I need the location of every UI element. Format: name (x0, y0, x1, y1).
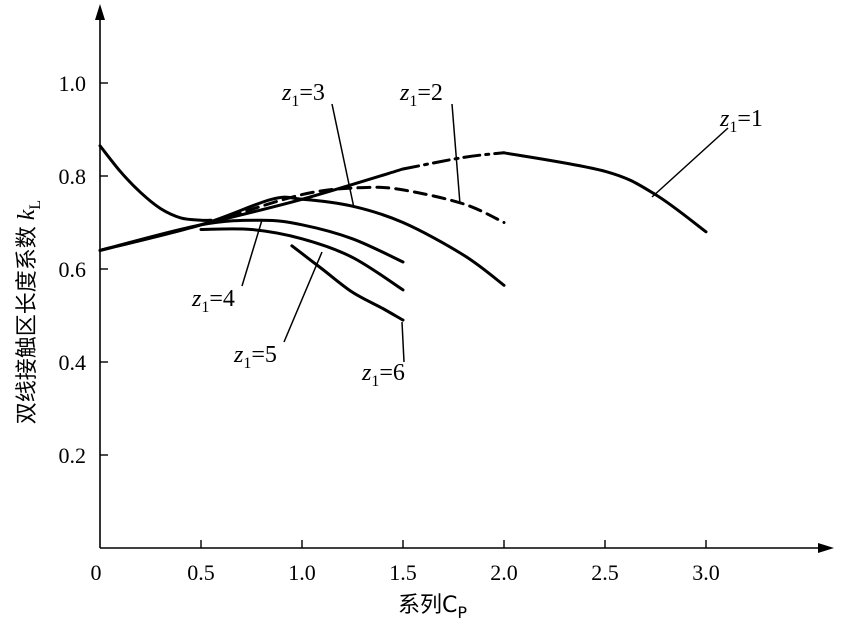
x-ticks: 0 0.5 1.0 1.5 2.0 2.5 3.0 (91, 540, 720, 585)
x-axis-title: 系列CP (398, 593, 467, 622)
x-tick-label: 0 (91, 560, 102, 585)
label-z1-1: z1=1 (719, 106, 763, 136)
leader-z1-1 (651, 127, 729, 198)
label-z1-3: z1=3 (281, 80, 325, 110)
x-tick-label: 2.5 (591, 560, 619, 585)
y-axis-title: 双线接触区长度系数 kL (14, 200, 44, 424)
leader-z1-6 (401, 321, 405, 363)
x-tick-label: 1.5 (389, 560, 417, 585)
series-line-unlabeled (98, 144, 213, 222)
label-z1-6: z1=6 (361, 360, 405, 390)
y-tick-label: 0.8 (59, 164, 87, 189)
series-line-z1-1-part3 (502, 151, 708, 234)
series-line-z1-5 (199, 227, 405, 292)
x-axis-arrow (818, 543, 834, 553)
series-labels: z1=1 z1=2 z1=3 z1=4 z1=5 z1=6 (191, 80, 763, 390)
y-tick-label: 1.0 (59, 71, 87, 96)
leader-z1-2 (451, 103, 461, 205)
label-leaders (241, 103, 729, 363)
y-axis-title-symbol: k (14, 209, 40, 220)
x-tick-label: 1.0 (288, 560, 316, 585)
x-tick-label: 0.5 (187, 560, 215, 585)
y-tick-label: 0.6 (59, 257, 87, 282)
x-tick-label: 2.0 (490, 560, 518, 585)
series-line-z1-4 (98, 218, 405, 264)
y-tick-label: 0.2 (59, 443, 87, 468)
leader-z1-5 (283, 251, 323, 343)
y-ticks: 0.2 0.4 0.6 0.8 1.0 (59, 71, 108, 468)
label-z1-5: z1=5 (233, 342, 277, 372)
series-line-z1-1-part2 (401, 151, 506, 171)
y-tick-label: 0.4 (59, 350, 87, 375)
series-line-z1-6 (290, 244, 405, 322)
series-line-z1-2 (98, 185, 506, 252)
y-axis-arrow (95, 4, 105, 20)
x-axis-title-sub: P (457, 603, 467, 622)
x-tick-label: 3.0 (692, 560, 720, 585)
x-axis-title-main: 系列C (398, 593, 457, 618)
y-axis-title-sub: L (27, 200, 44, 210)
leader-z1-4 (241, 219, 263, 287)
leader-z1-3 (331, 103, 355, 209)
y-axis-title-main: 双线接触区长度系数 (15, 226, 40, 424)
label-z1-4: z1=4 (191, 286, 235, 316)
series-curves (98, 144, 708, 322)
label-z1-2: z1=2 (399, 80, 443, 110)
